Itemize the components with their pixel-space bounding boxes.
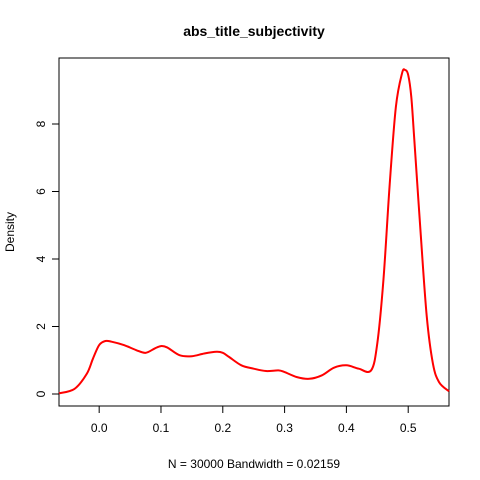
x-axis-label: N = 30000 Bandwidth = 0.02159 <box>168 457 340 471</box>
x-tick-label: 0.5 <box>400 421 417 435</box>
y-tick-label: 8 <box>34 120 48 127</box>
x-tick-label: 0.2 <box>214 421 231 435</box>
y-ticks: 0 2 4 6 8 <box>34 120 59 397</box>
y-tick-label: 2 <box>34 323 48 330</box>
x-tick-label: 0.0 <box>91 421 108 435</box>
x-tick-label: 0.4 <box>338 421 355 435</box>
chart-title: abs_title_subjectivity <box>183 23 325 39</box>
x-ticks: 0.0 0.1 0.2 0.3 0.4 0.5 <box>91 406 417 435</box>
y-tick-label: 6 <box>34 188 48 195</box>
y-tick-label: 4 <box>34 255 48 262</box>
plot-frame <box>58 57 450 407</box>
x-tick-label: 0.1 <box>153 421 170 435</box>
x-tick-label: 0.3 <box>276 421 293 435</box>
density-curve <box>58 68 450 395</box>
y-axis-label: Density <box>3 212 17 252</box>
y-tick-label: 0 <box>34 390 48 397</box>
